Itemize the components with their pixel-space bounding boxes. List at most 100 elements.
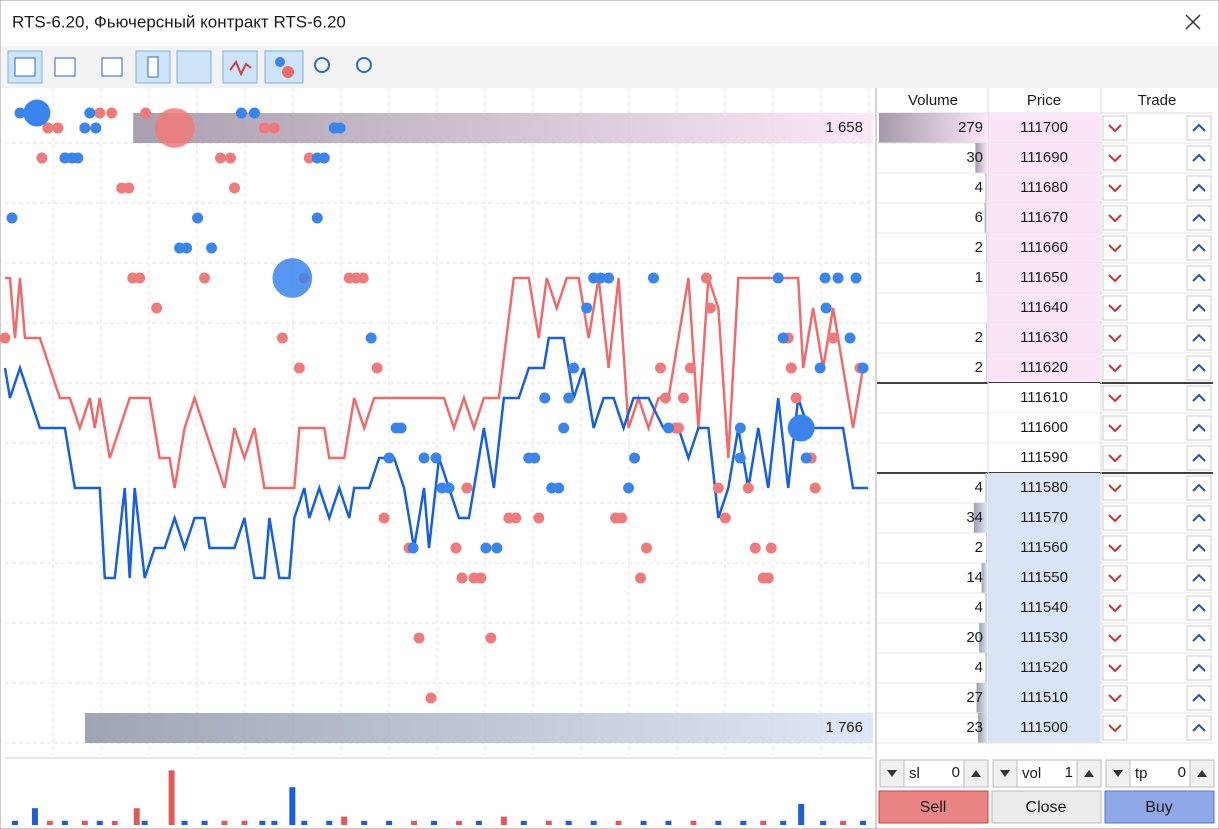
price-label: 111640 — [1020, 299, 1068, 316]
buy-at-price[interactable] — [1186, 625, 1212, 651]
sell-at-price[interactable] — [1102, 325, 1128, 351]
trade-dot — [677, 392, 689, 404]
buy-at-price[interactable] — [1186, 505, 1212, 531]
action-button[interactable] — [1104, 790, 1215, 824]
sell-at-price[interactable] — [1102, 145, 1128, 171]
trade-dot — [641, 542, 653, 554]
sell-at-price[interactable] — [1102, 445, 1128, 471]
volume-depth-bar — [984, 203, 987, 233]
sell-at-price[interactable] — [1102, 475, 1128, 501]
action-button[interactable] — [991, 790, 1102, 824]
buy-at-price[interactable] — [1186, 295, 1212, 321]
trade-dot — [268, 122, 280, 134]
button — [1102, 715, 1128, 741]
sell-at-price[interactable] — [1102, 655, 1128, 681]
trade-dot — [616, 512, 628, 524]
icon — [1192, 243, 1206, 252]
buy-at-price[interactable] — [1186, 355, 1212, 381]
button — [1186, 355, 1212, 381]
volume-bar — [565, 820, 572, 825]
sell-at-price[interactable] — [1102, 295, 1128, 321]
buy-at-price[interactable] — [1186, 565, 1212, 591]
buy-at-price[interactable] — [1186, 265, 1212, 291]
buy-at-price[interactable] — [1186, 445, 1212, 471]
sell-at-price[interactable] — [1102, 685, 1128, 711]
field-input[interactable] — [1016, 759, 1078, 788]
tool-table[interactable] — [54, 57, 76, 77]
price-cell — [988, 653, 1100, 683]
buy-at-price[interactable] — [1186, 115, 1212, 141]
trade-dot — [787, 414, 815, 442]
volume-cell: 4 — [975, 599, 983, 616]
volume-depth-bar — [986, 533, 987, 563]
action-button[interactable] — [878, 790, 989, 824]
icon — [1192, 543, 1206, 552]
volume-depth-bar — [986, 233, 987, 263]
sell-at-price[interactable] — [1102, 415, 1128, 441]
sell-at-price[interactable] — [1102, 175, 1128, 201]
field-input[interactable] — [903, 759, 965, 788]
trade-dot — [553, 482, 565, 494]
tool-lines[interactable] — [222, 50, 258, 84]
button-label: Sell — [920, 799, 947, 816]
icon — [1192, 573, 1206, 582]
volume-depth-bar — [979, 623, 987, 653]
sell-at-price[interactable] — [1102, 355, 1128, 381]
sell-at-price[interactable] — [1102, 625, 1128, 651]
button — [1186, 655, 1212, 681]
price-cell — [988, 143, 1100, 173]
close-window[interactable] — [1185, 14, 1201, 30]
zoom-in[interactable] — [314, 57, 330, 73]
depth-total-label: 1 766 — [825, 719, 863, 736]
sell-at-price[interactable] — [1102, 115, 1128, 141]
trade-dot — [181, 242, 193, 254]
sell-at-price[interactable] — [1102, 235, 1128, 261]
button — [1102, 415, 1128, 441]
buy-at-price[interactable] — [1186, 145, 1212, 171]
tool-trade[interactable] — [101, 57, 123, 77]
icon — [1192, 393, 1206, 402]
icon — [1108, 544, 1122, 553]
tool-ticks[interactable] — [176, 50, 212, 84]
sell-at-price[interactable] — [1102, 535, 1128, 561]
sell-at-price[interactable] — [1102, 505, 1128, 531]
sell-at-price[interactable] — [1102, 205, 1128, 231]
trade-dot — [79, 122, 91, 134]
field-input[interactable] — [1129, 759, 1191, 788]
price-cell — [988, 623, 1100, 653]
sell-at-price[interactable] — [1102, 265, 1128, 291]
buy-at-price[interactable] — [1186, 685, 1212, 711]
button — [1186, 265, 1212, 291]
buy-at-price[interactable] — [1186, 655, 1212, 681]
sell-at-price[interactable] — [1102, 715, 1128, 741]
icon — [1192, 123, 1206, 132]
sell-at-price[interactable] — [1102, 595, 1128, 621]
volume-bar — [760, 820, 767, 825]
buy-at-price[interactable] — [1186, 175, 1212, 201]
volume-bar — [386, 820, 393, 825]
trade-dot — [303, 152, 315, 164]
volume-cell: 30 — [966, 149, 983, 166]
buy-at-price[interactable] — [1186, 205, 1212, 231]
button — [1102, 145, 1128, 171]
trade-dot — [151, 302, 163, 314]
field-value: 0 — [1178, 764, 1186, 781]
icon — [1108, 484, 1122, 493]
trade-dot — [248, 107, 260, 119]
buy-at-price[interactable] — [1186, 475, 1212, 501]
price-label: 111590 — [1020, 449, 1068, 466]
buy-at-price[interactable] — [1186, 535, 1212, 561]
buy-at-price[interactable] — [1186, 715, 1212, 741]
buy-at-price[interactable] — [1186, 325, 1212, 351]
sell-at-price[interactable] — [1102, 385, 1128, 411]
zoom-out[interactable] — [356, 57, 372, 73]
buy-at-price[interactable] — [1186, 235, 1212, 261]
volume-depth-bar — [973, 503, 987, 533]
sell-at-price[interactable] — [1102, 565, 1128, 591]
volume-bar — [168, 770, 175, 825]
buy-at-price[interactable] — [1186, 595, 1212, 621]
trade-dot — [510, 512, 522, 524]
buy-at-price[interactable] — [1186, 415, 1212, 441]
buy-at-price[interactable] — [1186, 385, 1212, 411]
tool-dots[interactable] — [264, 50, 304, 84]
